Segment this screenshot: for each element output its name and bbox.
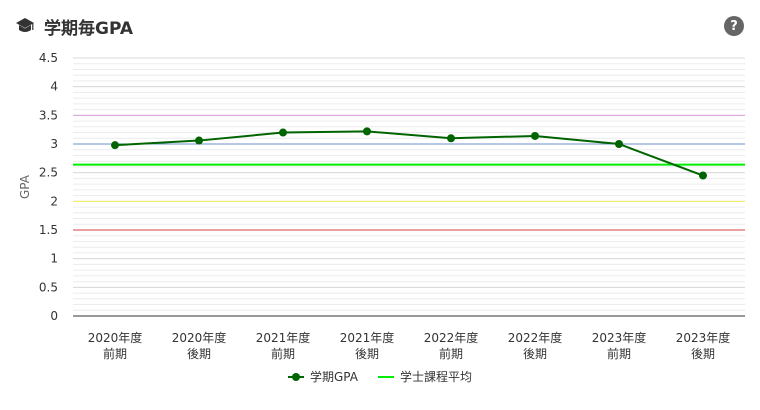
legend-swatch-semester-gpa bbox=[288, 371, 304, 383]
legend-item-bachelor-average[interactable]: 学士課程平均 bbox=[377, 368, 472, 385]
x-tick-label-term: 前期 bbox=[271, 346, 295, 361]
legend-swatch-bachelor-average bbox=[377, 371, 394, 383]
y-tick-label: 4 bbox=[50, 80, 58, 94]
semester-gpa-series-line bbox=[114, 130, 704, 177]
legend-label-semester-gpa: 学期GPA bbox=[310, 370, 358, 384]
help-button[interactable]: ? bbox=[724, 16, 744, 36]
x-tick-label-year: 2022年度 bbox=[508, 330, 563, 345]
x-tick-label-year: 2023年度 bbox=[676, 330, 731, 345]
semester-gpa-point bbox=[699, 171, 707, 180]
x-tick-label-term: 後期 bbox=[523, 347, 547, 361]
x-tick-label-year: 2021年度 bbox=[340, 330, 395, 345]
x-tick-label-term: 前期 bbox=[439, 346, 463, 361]
x-tick-label-year: 2022年度 bbox=[424, 330, 479, 345]
y-tick-label: 4.5 bbox=[39, 51, 58, 65]
semester-gpa-point bbox=[195, 136, 203, 145]
panel-header: 学期毎GPA bbox=[14, 12, 133, 40]
semester-gpa-point bbox=[531, 131, 539, 140]
x-tick-label-year: 2020年度 bbox=[172, 330, 227, 345]
semester-gpa-point bbox=[111, 141, 119, 150]
graduation-cap-icon bbox=[14, 15, 36, 37]
x-tick-label-term: 後期 bbox=[355, 347, 379, 361]
semester-gpa-point bbox=[363, 127, 371, 136]
y-tick-label: 1 bbox=[50, 252, 58, 266]
x-tick-label-term: 後期 bbox=[691, 347, 715, 361]
x-tick-label-year: 2021年度 bbox=[256, 330, 311, 345]
semester-gpa-point bbox=[447, 134, 455, 143]
y-tick-label: 1.5 bbox=[39, 223, 58, 237]
x-tick-label-term: 前期 bbox=[607, 346, 631, 361]
x-tick-label-year: 2020年度 bbox=[88, 330, 143, 345]
page-title: 学期毎GPA bbox=[44, 18, 134, 39]
y-tick-label: 0 bbox=[50, 309, 58, 323]
semester-gpa-point bbox=[615, 140, 623, 148]
legend-label-bachelor-average: 学士課程平均 bbox=[399, 370, 472, 384]
y-tick-label: 0.5 bbox=[39, 280, 58, 294]
x-tick-label-term: 前期 bbox=[103, 346, 127, 361]
legend: 学期GPA 学士課程平均 bbox=[0, 368, 760, 385]
x-tick-label-term: 後期 bbox=[187, 347, 211, 361]
semester-gpa-point bbox=[279, 128, 287, 137]
y-tick-label: 3.5 bbox=[39, 108, 58, 122]
y-tick-label: 2.5 bbox=[39, 166, 58, 180]
y-tick-label: 2 bbox=[50, 194, 58, 208]
y-axis-title: GPA bbox=[18, 174, 32, 199]
legend-item-semester-gpa[interactable]: 学期GPA bbox=[288, 368, 358, 385]
x-tick-label-year: 2023年度 bbox=[592, 330, 647, 345]
y-tick-label: 3 bbox=[50, 137, 58, 151]
